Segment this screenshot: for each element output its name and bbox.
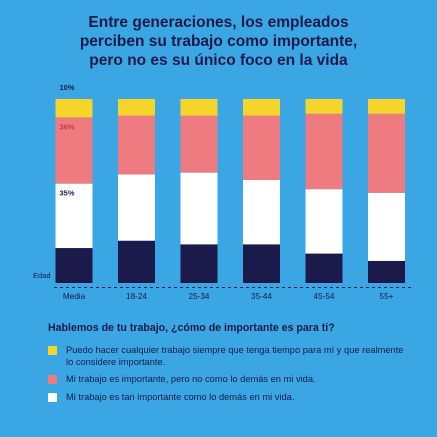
bar-segment-media-2 bbox=[55, 117, 93, 184]
tick-label-1: 18-24 bbox=[126, 292, 147, 301]
legend-swatch-white bbox=[48, 392, 57, 402]
bar-segment-35-44-0 bbox=[243, 244, 280, 283]
bar-segment-18-24-0 bbox=[118, 240, 155, 283]
bar-segment-media-3 bbox=[55, 99, 93, 118]
bar-segment-45-54-2 bbox=[305, 113, 343, 190]
data-label-media-1: 35% bbox=[60, 189, 75, 198]
title-line-3: pero no es su único foco en la vida bbox=[89, 52, 348, 69]
tick-label-2: 25-34 bbox=[189, 292, 210, 301]
title-line-1: Entre generaciones, los empleados bbox=[88, 14, 349, 31]
data-label-media-2: 36% bbox=[60, 122, 75, 131]
legend-swatch-yellow bbox=[48, 346, 57, 355]
legend: Puedo hacer cualquier trabajo siempre qu… bbox=[48, 345, 408, 403]
bar-segment-45-54-3 bbox=[305, 99, 343, 114]
legend-question: Hablemos de tu trabajo, ¿cómo de importa… bbox=[48, 322, 335, 334]
bar-segment-18-24-1 bbox=[118, 174, 155, 241]
bar-segment-25-34-3 bbox=[180, 99, 218, 116]
legend-label-white: Mi trabajo es tan importante como lo dem… bbox=[66, 391, 295, 402]
bar-segment-55--1 bbox=[368, 192, 405, 261]
bar-segment-55--0 bbox=[368, 260, 405, 283]
bar-segment-18-24-2 bbox=[118, 115, 155, 175]
bar-segment-45-54-0 bbox=[305, 253, 343, 283]
tick-label-5: 55+ bbox=[380, 292, 394, 301]
title-line-2: perciben su trabajo como importante, bbox=[79, 33, 358, 50]
bar-segment-35-44-2 bbox=[243, 115, 280, 180]
legend-label-yellow: Puedo hacer cualquier trabajo siempre qu… bbox=[66, 345, 404, 367]
bar-segment-media-1 bbox=[55, 183, 93, 249]
legend-item-white: Mi trabajo es tan importante como lo dem… bbox=[48, 392, 408, 404]
bar-segment-25-34-1 bbox=[180, 172, 218, 245]
bar-segment-55--3 bbox=[368, 99, 405, 114]
legend-swatch-red bbox=[48, 375, 57, 384]
bar-segment-35-44-1 bbox=[243, 179, 280, 245]
tick-label-0: Media bbox=[63, 292, 86, 301]
data-label-media-3: 10% bbox=[60, 83, 75, 92]
bar-segment-55--2 bbox=[368, 113, 405, 193]
tick-label-4: 45-54 bbox=[314, 292, 335, 301]
legend-label-red: Mi trabajo es importante, pero no como l… bbox=[66, 374, 316, 384]
bar-segment-25-34-0 bbox=[180, 244, 218, 283]
bar-segment-18-24-3 bbox=[118, 99, 155, 116]
tick-label-3: 35-44 bbox=[251, 292, 272, 301]
legend-item-yellow: Puedo hacer cualquier trabajo siempre qu… bbox=[48, 345, 408, 368]
bar-segment-45-54-1 bbox=[305, 189, 343, 254]
chart-title: Entre generaciones, los empleados percib… bbox=[0, 13, 437, 70]
bar-segment-35-44-3 bbox=[243, 99, 280, 116]
axis-label: Edad bbox=[33, 271, 51, 280]
bar-segment-25-34-2 bbox=[180, 115, 218, 173]
bar-segment-media-0 bbox=[55, 248, 93, 283]
legend-item-red: Mi trabajo es importante, pero no como l… bbox=[48, 374, 408, 386]
stacked-bar-chart: 35% 36% 10% Media 18-24 25-34 35-44 45-54 55+ Eda… bbox=[33, 83, 412, 301]
